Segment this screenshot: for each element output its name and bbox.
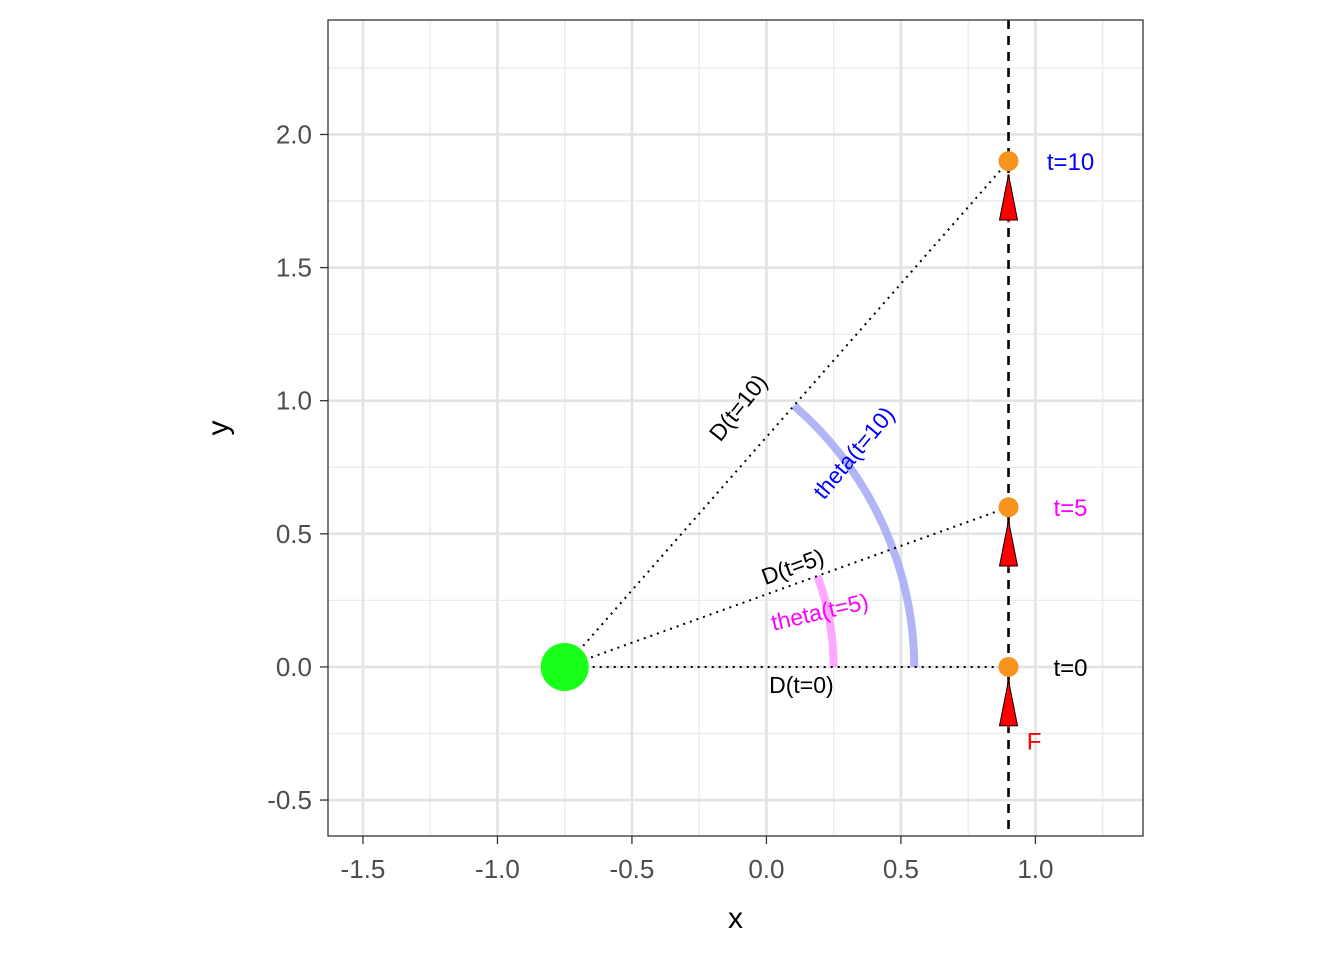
- force-arrow-head: [998, 680, 1019, 727]
- y-tick-label: 1.0: [276, 386, 312, 416]
- x-tick-label: -1.0: [475, 854, 520, 884]
- x-tick-label: -0.5: [610, 854, 655, 884]
- position-point: [998, 497, 1019, 518]
- axes: -1.5 -1.0 -0.5 0.0 0.5 1.0 -0.5 0.0 0.5 1.0 1.5 2.0: [267, 119, 1053, 884]
- time-label: t=10: [1047, 149, 1094, 176]
- y-tick-label: 0.5: [276, 519, 312, 549]
- y-tick-label: -0.5: [267, 785, 312, 815]
- y-tick-label: 0.0: [276, 652, 312, 682]
- y-tick-label: 1.5: [276, 253, 312, 283]
- plot-marks: [540, 20, 1019, 836]
- x-tick-label: 0.5: [883, 854, 919, 884]
- position-point: [998, 151, 1019, 172]
- grid: [328, 20, 1143, 836]
- x-axis-title: x: [728, 902, 743, 935]
- force-label: F: [1027, 728, 1042, 755]
- distance-line: [564, 506, 1009, 668]
- distance-line: [563, 160, 1010, 668]
- distance-label: D(t=10): [704, 369, 772, 446]
- force-arrow-head: [998, 174, 1019, 221]
- x-tick-label: 1.0: [1017, 854, 1053, 884]
- force-arrow-head: [998, 520, 1019, 567]
- y-axis-title: y: [202, 421, 235, 436]
- time-label: t=0: [1053, 655, 1087, 682]
- time-label: t=5: [1053, 495, 1087, 522]
- theta-arc: [813, 574, 838, 667]
- position-point: [998, 656, 1019, 677]
- origin-point: [540, 642, 589, 691]
- theta-label: theta(t=10): [808, 402, 900, 504]
- x-tick-label: 0.0: [748, 854, 784, 884]
- x-tick-label: -1.5: [341, 854, 386, 884]
- panel-border: [327, 19, 1144, 837]
- distance-label: D(t=0): [769, 672, 834, 698]
- y-tick-label: 2.0: [276, 119, 312, 149]
- theta-arc: [791, 402, 919, 667]
